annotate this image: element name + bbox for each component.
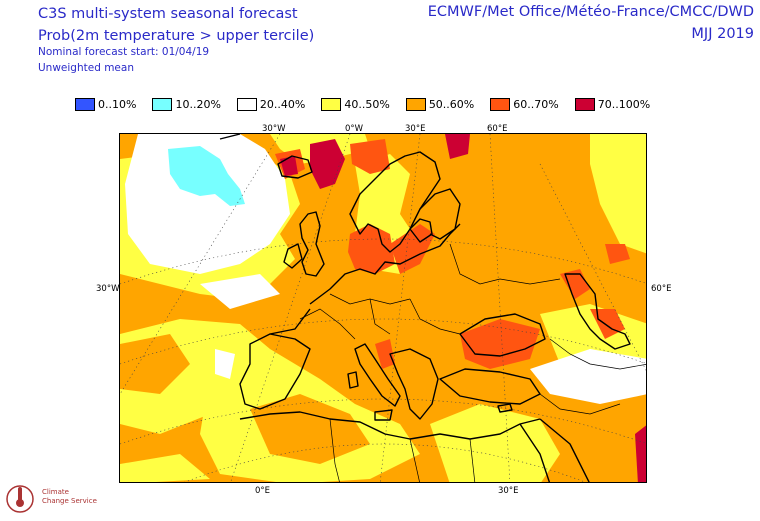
legend-swatch: [405, 97, 426, 111]
prob-region-60-70: [375, 339, 395, 369]
legend-item: 40..50%: [321, 96, 390, 112]
centres: ECMWF/Met Office/Météo-France/CMCC/DWD: [427, 4, 754, 20]
lon-label-top: 30°W: [262, 124, 286, 134]
prob-region-40-50: [590, 134, 646, 254]
forecast-start: Nominal forecast start: 01/04/19: [38, 46, 210, 58]
prob-region-60-70: [348, 224, 395, 274]
legend-label: 70..100%: [597, 97, 651, 111]
prob-region-20-40: [530, 349, 646, 404]
prob-region-40-50: [120, 454, 210, 482]
logo-line2: Change Service: [42, 497, 97, 505]
lon-label-right: 60°E: [651, 284, 672, 294]
legend-swatch: [490, 97, 511, 111]
legend-swatch: [236, 97, 257, 111]
prob-region-50-60: [250, 394, 370, 464]
legend-item: 0..10%: [75, 96, 136, 112]
subtitle: Prob(2m temperature > upper tercile): [38, 28, 315, 44]
lon-label-top: 0°W: [345, 124, 364, 134]
borders: [299, 243, 646, 482]
legend-label: 0..10%: [98, 97, 137, 111]
lon-label-bottom: 0°E: [255, 486, 271, 496]
legend-item: 70..100%: [574, 96, 651, 112]
legend-item: 10..20%: [152, 96, 221, 112]
logo-line1: Climate: [42, 488, 69, 496]
legend: 0..10% 10..20% 20..40% 40..50% 50..60% 6…: [75, 96, 666, 112]
prob-region-60-70: [605, 244, 630, 264]
thermometer-logo-icon: [6, 485, 34, 513]
legend-swatch: [321, 97, 342, 111]
prob-region-50-60: [120, 334, 190, 394]
legend-label: 50..60%: [428, 97, 475, 111]
prob-region-20-40: [200, 274, 280, 309]
prob-region-10-20: [168, 146, 245, 206]
prob-region-20-40: [125, 134, 290, 274]
legend-label: 20..40%: [259, 97, 306, 111]
lon-label-top: 30°E: [405, 124, 426, 134]
forecast-map-svg: [120, 134, 646, 482]
graticule: [120, 134, 646, 482]
legend-label: 40..50%: [344, 97, 390, 111]
prob-region-70-100: [635, 425, 646, 482]
legend-item: 20..40%: [236, 96, 306, 112]
period: MJJ 2019: [691, 26, 754, 42]
legend-item: 50..60%: [405, 96, 475, 112]
legend-swatch: [152, 97, 173, 111]
title: C3S multi-system seasonal forecast: [38, 6, 298, 22]
prob-region-60-70: [590, 309, 625, 339]
logo-text: Climate Change Service: [42, 488, 97, 506]
lon-label-left: 30°W: [96, 284, 120, 294]
legend-swatch: [75, 97, 95, 111]
legend-item: 60..70%: [490, 96, 559, 112]
coastlines: [219, 134, 631, 482]
mean-type: Unweighted mean: [38, 62, 134, 74]
prob-region-70-100: [445, 134, 470, 159]
prob-region-60-70: [460, 319, 540, 369]
lon-label-top: 60°E: [487, 124, 508, 134]
forecast-map: [119, 133, 647, 483]
lon-label-bottom: 30°E: [498, 486, 519, 496]
legend-label: 60..70%: [513, 97, 559, 111]
legend-label: 10..20%: [175, 97, 221, 111]
prob-region-40-50: [430, 404, 560, 482]
prob-region-60-70: [350, 139, 390, 174]
prob-region-70-100: [310, 139, 345, 189]
prob-region-20-40: [215, 349, 235, 379]
prob-region-60-70: [390, 224, 435, 274]
legend-swatch: [574, 97, 595, 111]
